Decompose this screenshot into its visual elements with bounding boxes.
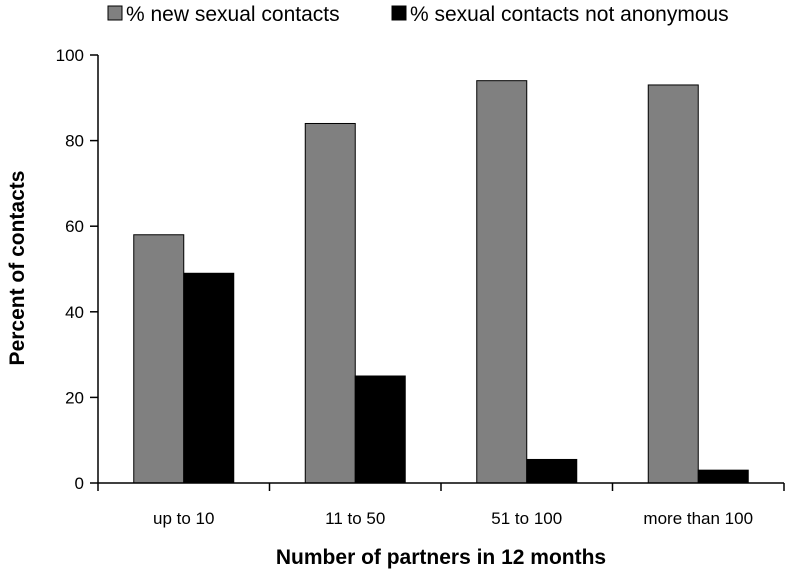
y-tick-label: 40 bbox=[65, 303, 84, 322]
y-tick-label: 60 bbox=[65, 217, 84, 236]
x-tick-label: 11 to 50 bbox=[325, 509, 385, 528]
x-axis-title: Number of partners in 12 months bbox=[276, 546, 606, 569]
y-tick-label: 20 bbox=[65, 388, 84, 407]
bar-not-anonymous-2 bbox=[526, 458, 578, 484]
legend: % new sexual contacts % sexual contacts n… bbox=[107, 3, 729, 26]
bar-new-contacts-0 bbox=[133, 234, 185, 484]
legend-swatch bbox=[391, 5, 407, 21]
y-tick-label: 80 bbox=[65, 132, 84, 151]
legend-label: % sexual contacts not anonymous bbox=[410, 3, 729, 26]
bars bbox=[133, 80, 749, 484]
x-tick-label: more than 100 bbox=[643, 509, 753, 528]
bar-not-anonymous-1 bbox=[354, 375, 406, 484]
x-axis: up to 10 11 to 50 51 to 100 more than 100 bbox=[97, 482, 785, 528]
bar-new-contacts-2 bbox=[476, 80, 528, 484]
y-tick-label: 0 bbox=[75, 474, 84, 493]
y-tick-label: 100 bbox=[56, 46, 84, 65]
x-tick-label: 51 to 100 bbox=[491, 509, 562, 528]
y-axis: 0 20 40 60 80 100 bbox=[56, 46, 99, 493]
x-tick-label: up to 10 bbox=[153, 509, 214, 528]
bar-new-contacts-3 bbox=[647, 84, 699, 484]
y-axis-title: Percent of contacts bbox=[6, 171, 29, 366]
bar-not-anonymous-0 bbox=[183, 272, 235, 484]
legend-swatch bbox=[107, 5, 123, 21]
legend-label: % new sexual contacts bbox=[126, 3, 340, 26]
bar-not-anonymous-3 bbox=[697, 469, 749, 484]
bar-new-contacts-1 bbox=[304, 122, 356, 484]
